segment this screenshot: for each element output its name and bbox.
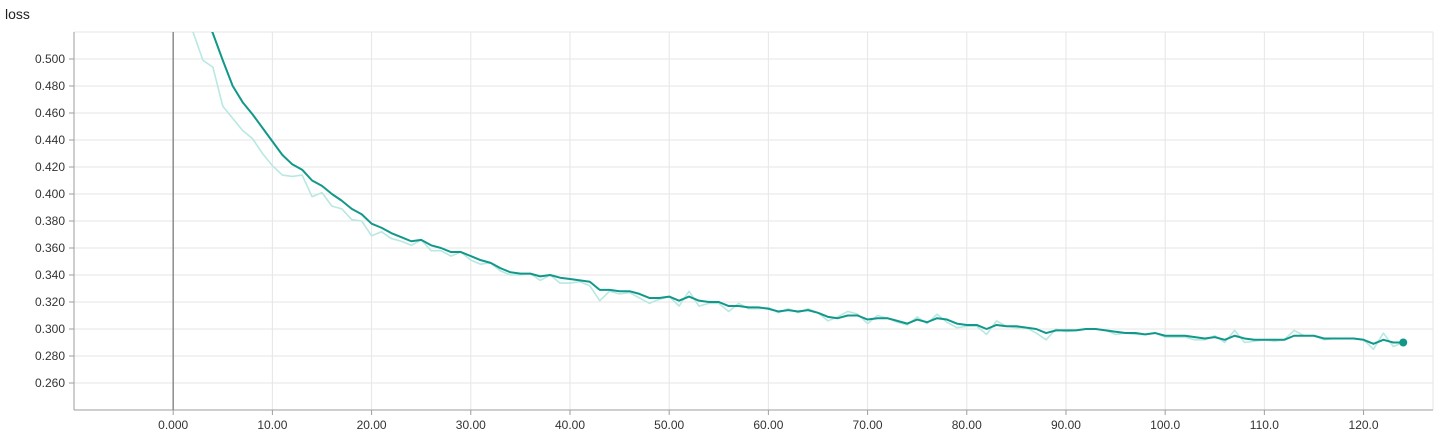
x-tick-label: 120.0	[1349, 418, 1379, 431]
x-tick-label: 90.00	[1051, 418, 1081, 431]
x-tick-label: 60.00	[753, 418, 783, 431]
x-tick-label: 80.00	[952, 418, 982, 431]
x-tick-label: 30.00	[456, 418, 486, 431]
x-tick-label: 100.0	[1150, 418, 1180, 431]
x-tick-label: 10.00	[257, 418, 287, 431]
x-tick-label: 0.000	[158, 418, 188, 431]
x-tick-label: 40.00	[555, 418, 585, 431]
plot-area	[192, 32, 1405, 351]
y-tick-label: 0.420	[35, 160, 65, 174]
x-tick-label: 110.0	[1250, 418, 1279, 431]
chart-title: loss	[5, 6, 30, 22]
y-tick-label: 0.440	[35, 133, 65, 147]
x-tick-label: 70.00	[853, 418, 883, 431]
y-tick-label: 0.340	[35, 268, 65, 282]
y-tick-label: 0.480	[35, 79, 65, 93]
y-tick-label: 0.500	[35, 52, 65, 66]
y-tick-label: 0.400	[35, 187, 65, 201]
y-tick-label: 0.300	[35, 322, 65, 336]
x-tick-label: 50.00	[654, 418, 684, 431]
last-point-marker	[1399, 338, 1408, 347]
y-tick-label: 0.280	[35, 349, 65, 363]
y-tick-label: 0.360	[35, 241, 65, 255]
y-tick-label: 0.380	[35, 214, 65, 228]
x-tick-label: 20.00	[357, 418, 387, 431]
smoothed-loss-line	[211, 32, 1405, 345]
y-tick-label: 0.320	[35, 295, 65, 309]
y-tick-label: 0.260	[35, 376, 65, 390]
raw-loss-line	[192, 32, 1405, 351]
y-tick-label: 0.460	[35, 106, 65, 120]
